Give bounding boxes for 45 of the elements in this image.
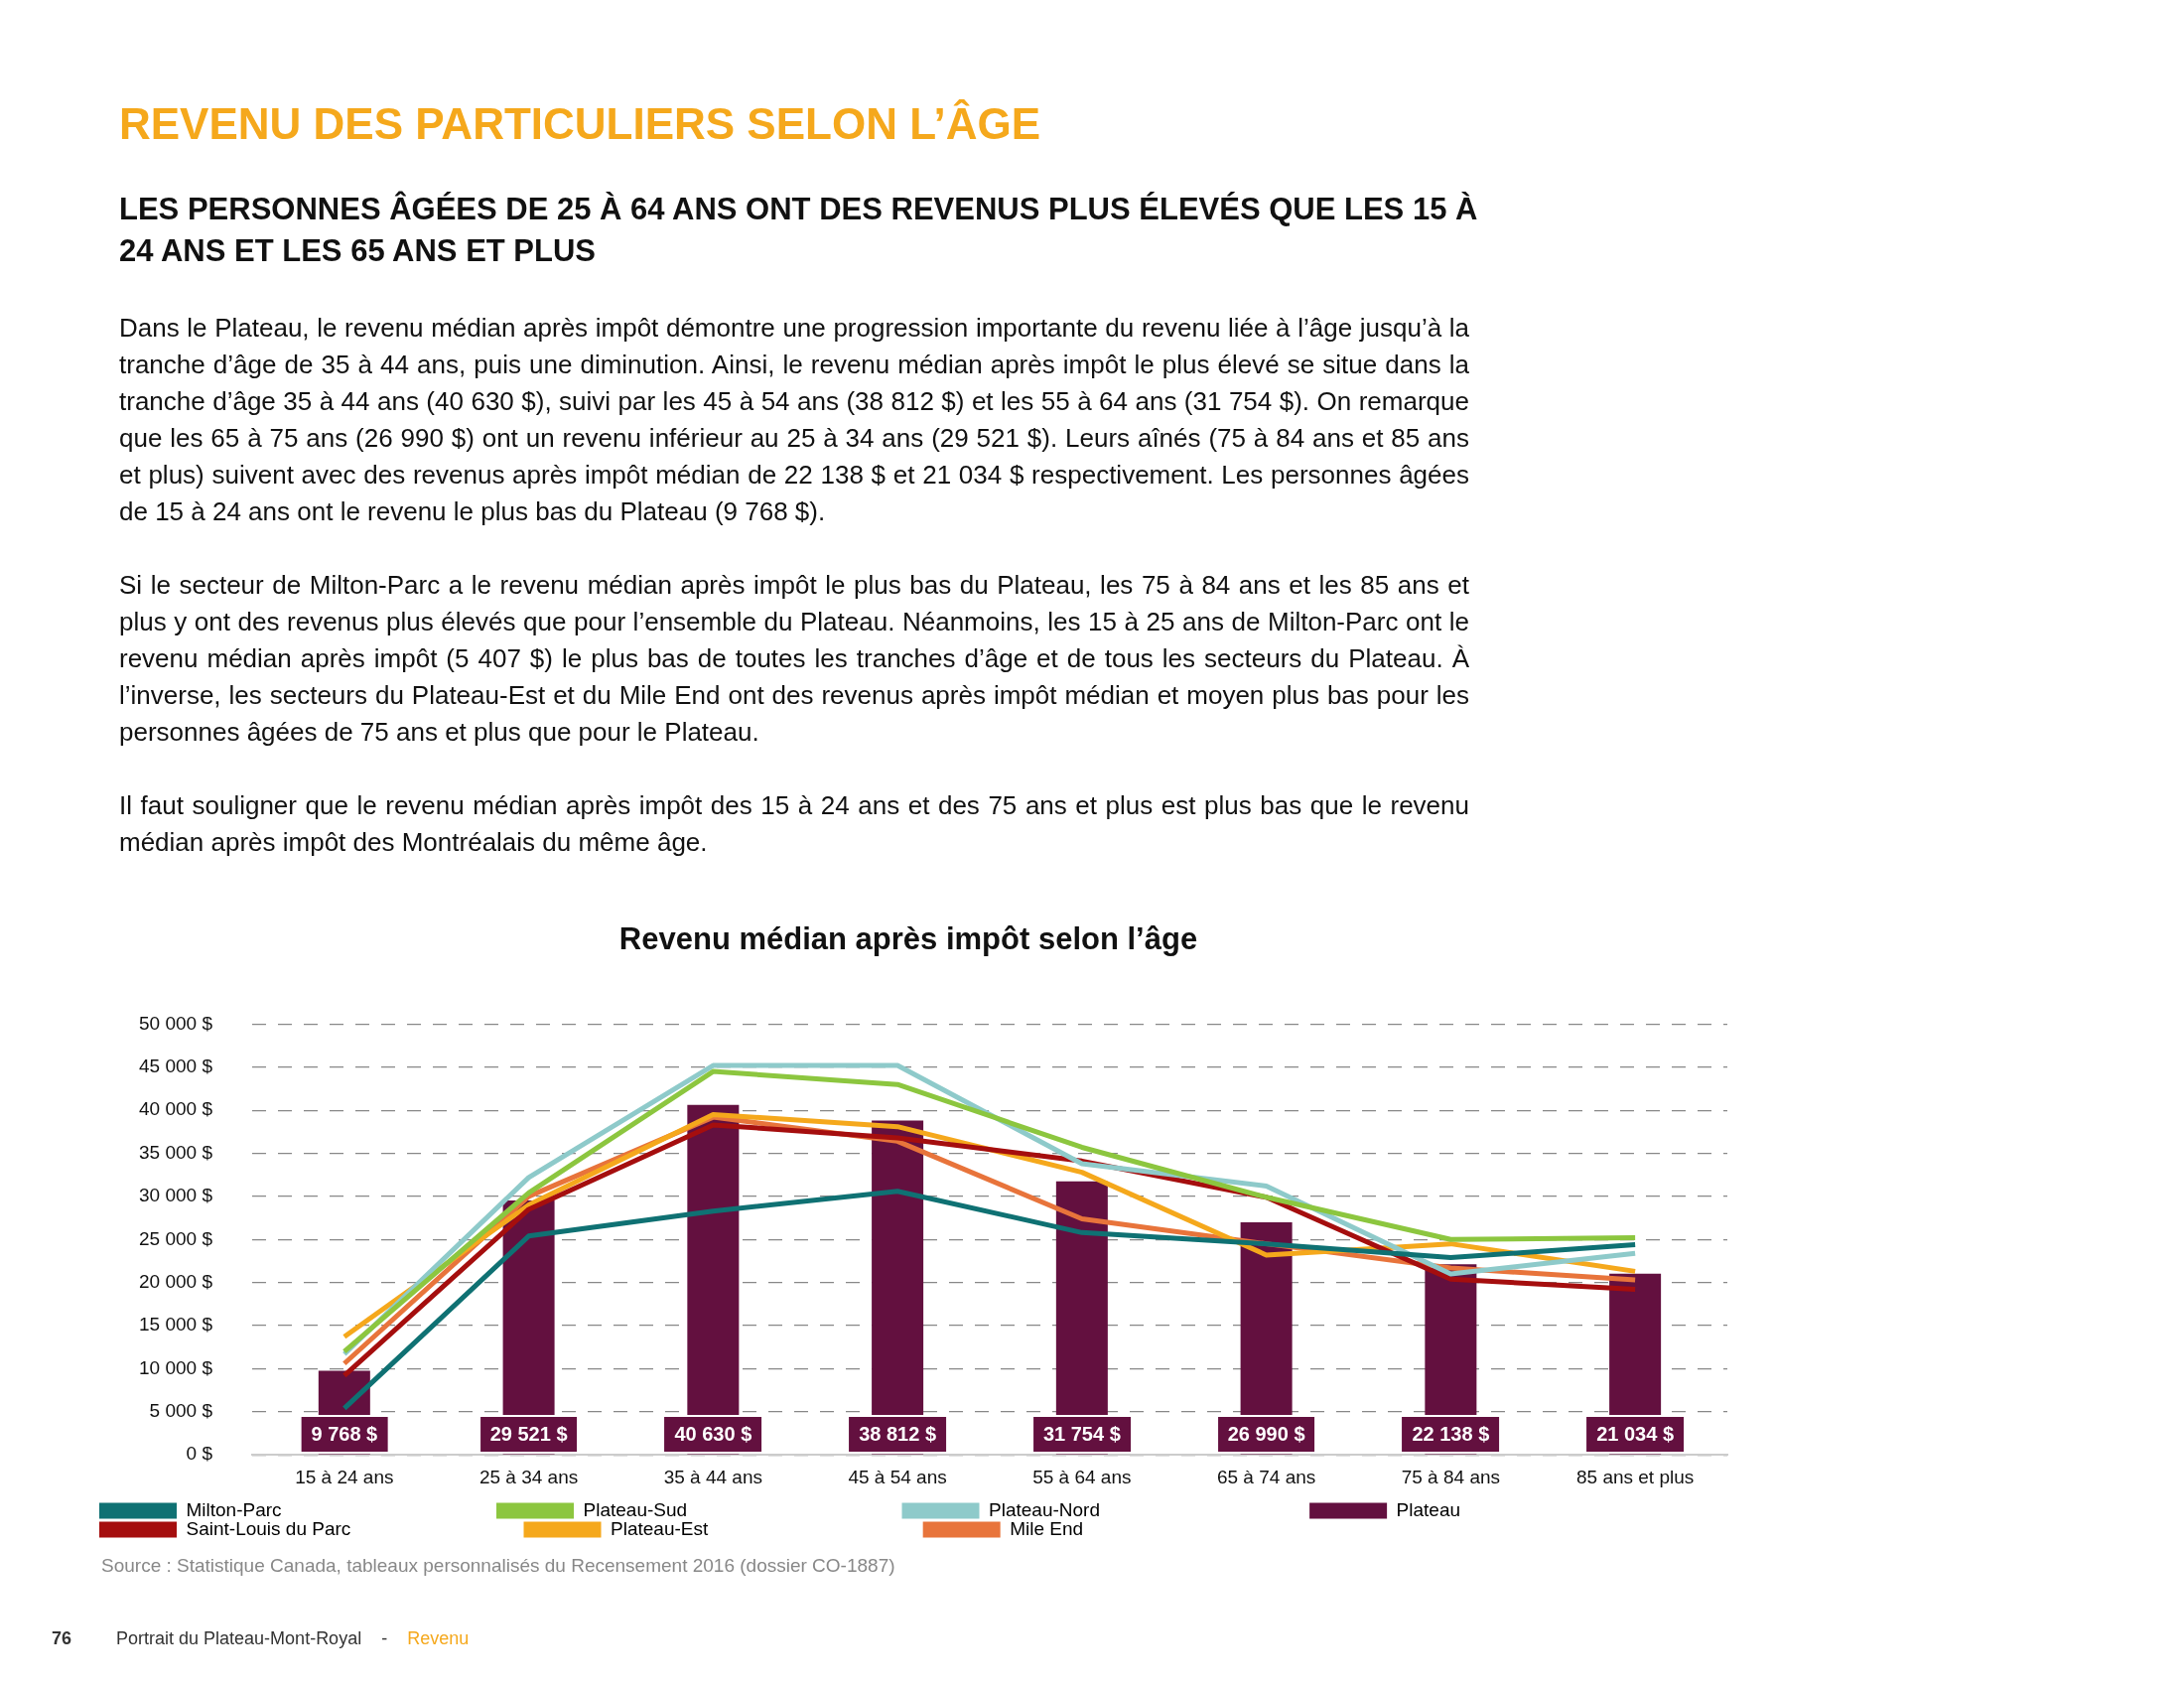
x-tick-label: 15 à 24 ans: [295, 1466, 394, 1487]
y-tick-label: 0 $: [186, 1443, 213, 1465]
data-label: 9 768 $: [301, 1416, 388, 1452]
y-tick-label: 35 000 $: [138, 1141, 213, 1163]
legend-label: Plateau-Nord: [989, 1498, 1310, 1520]
x-tick-label: 55 à 64 ans: [1032, 1466, 1132, 1487]
x-tick-label: 45 à 54 ans: [848, 1466, 947, 1487]
x-tick-label: 25 à 34 ans: [478, 1466, 579, 1487]
legend-label: Plateau-Sud: [583, 1498, 902, 1520]
text: 76: [52, 1628, 72, 1648]
chart-subtitle: LES PERSONNES ÂGÉES DE 25 À 64 ANS ONT DES REVENUS PLUS ÉLEVÉS QUE LES 15 À 24 ANS ET LES 65 ANS ET PLUS: [119, 190, 1479, 270]
y-tick-label: 25 000 $: [138, 1227, 213, 1249]
data-label: 26 990 $: [1217, 1416, 1315, 1452]
text: Revenu médian après impôt selon l’âge: [617, 921, 1199, 957]
y-tick-label: 45 000 $: [138, 1055, 213, 1077]
data-label: 29 521 $: [479, 1416, 578, 1452]
text: Si le secteur de Milton-Parc a le revenu médian après impôt le plus bas du Plateau, les 75 à 84 ans et les 85 ans et plus y ont des revenus plus élevés que pour l’ensemble du Plateau. Néanmoins, les 15 à 25 ans de Milton-Parc ont le revenu médian après impôt (5 407 $) le plus bas de toutes les tranches d’âge et de tous les secteurs du Plateau. À l’inverse, les secteurs du Plateau-Est et du Mile End ont des revenus après impôt médian et moyen plus bas pour les personnes âgées de 75 ans et plus que pour le Plateau.: [119, 569, 1469, 749]
legend-label: Plateau-Est: [611, 1517, 923, 1539]
text: Portrait du Plateau-Mont-Royal: [116, 1628, 362, 1648]
y-tick-label: 50 000 $: [138, 1012, 213, 1034]
y-tick-label: 10 000 $: [138, 1356, 213, 1378]
x-tick-label: 35 à 44 ans: [663, 1466, 762, 1487]
x-tick-label: 65 à 74 ans: [1216, 1466, 1316, 1487]
x-tick-label: 85 ans et plus: [1575, 1466, 1695, 1487]
legend-label: Saint-Louis du Parc: [186, 1517, 524, 1539]
y-tick-label: 5 000 $: [149, 1400, 213, 1422]
data-label: 22 138 $: [1402, 1416, 1500, 1452]
y-tick-label: 15 000 $: [138, 1314, 213, 1336]
legend-label: Plateau: [1396, 1498, 1697, 1520]
x-tick-label: 75 à 84 ans: [1401, 1466, 1501, 1487]
y-tick-label: 20 000 $: [138, 1270, 213, 1292]
data-label: 21 034 $: [1586, 1416, 1685, 1452]
y-tick-label: 30 000 $: [138, 1185, 213, 1206]
legend-label: Milton-Parc: [186, 1498, 497, 1520]
y-tick-label: 40 000 $: [138, 1098, 213, 1120]
text: Revenu: [407, 1628, 470, 1648]
legend-label: Mile End: [1010, 1517, 1314, 1539]
data-label: 31 754 $: [1032, 1416, 1131, 1452]
data-label: 40 630 $: [664, 1416, 762, 1452]
data-label: 38 812 $: [849, 1416, 947, 1452]
text: Dans le Plateau, le revenu médian après impôt démontre une progression importante du revenu liée à l’âge jusqu’à la tranche d’âge de 35 à 44 ans, puis une diminution. Ainsi, le revenu médian après impôt le plus élevé se situe dans la tranche d’âge 35 à 44 ans (40 630 $), suivi par les 45 à 54 ans (38 812 $) et les 55 à 64 ans (31 754 $). On remarque que les 65 à 75 ans (26 990 $) ont un revenu inférieur au 25 à 34 ans (29 521 $). Leurs aînés (75 à 84 ans et 85 ans et plus) suivent avec des revenus après impôt médian de 22 138 $ et 21 034 $ respectivement. Les personnes âgées de 15 à 24 ans ont le revenu le plus bas du Plateau (9 768 $).: [119, 312, 1469, 528]
text: Il faut souligner que le revenu médian après impôt des 15 à 24 ans et des 75 ans et plus est plus bas que le revenu médian après impôt des Montréalais du même âge.: [119, 789, 1469, 859]
source-note: Source : Statistique Canada, tableaux personnalisés du Recensement 2016 (dossier CO-1887): [101, 1555, 895, 1577]
text: -: [381, 1628, 388, 1648]
chart-title: REVENU DES PARTICULIERS SELON L’ÂGE: [119, 99, 1041, 149]
